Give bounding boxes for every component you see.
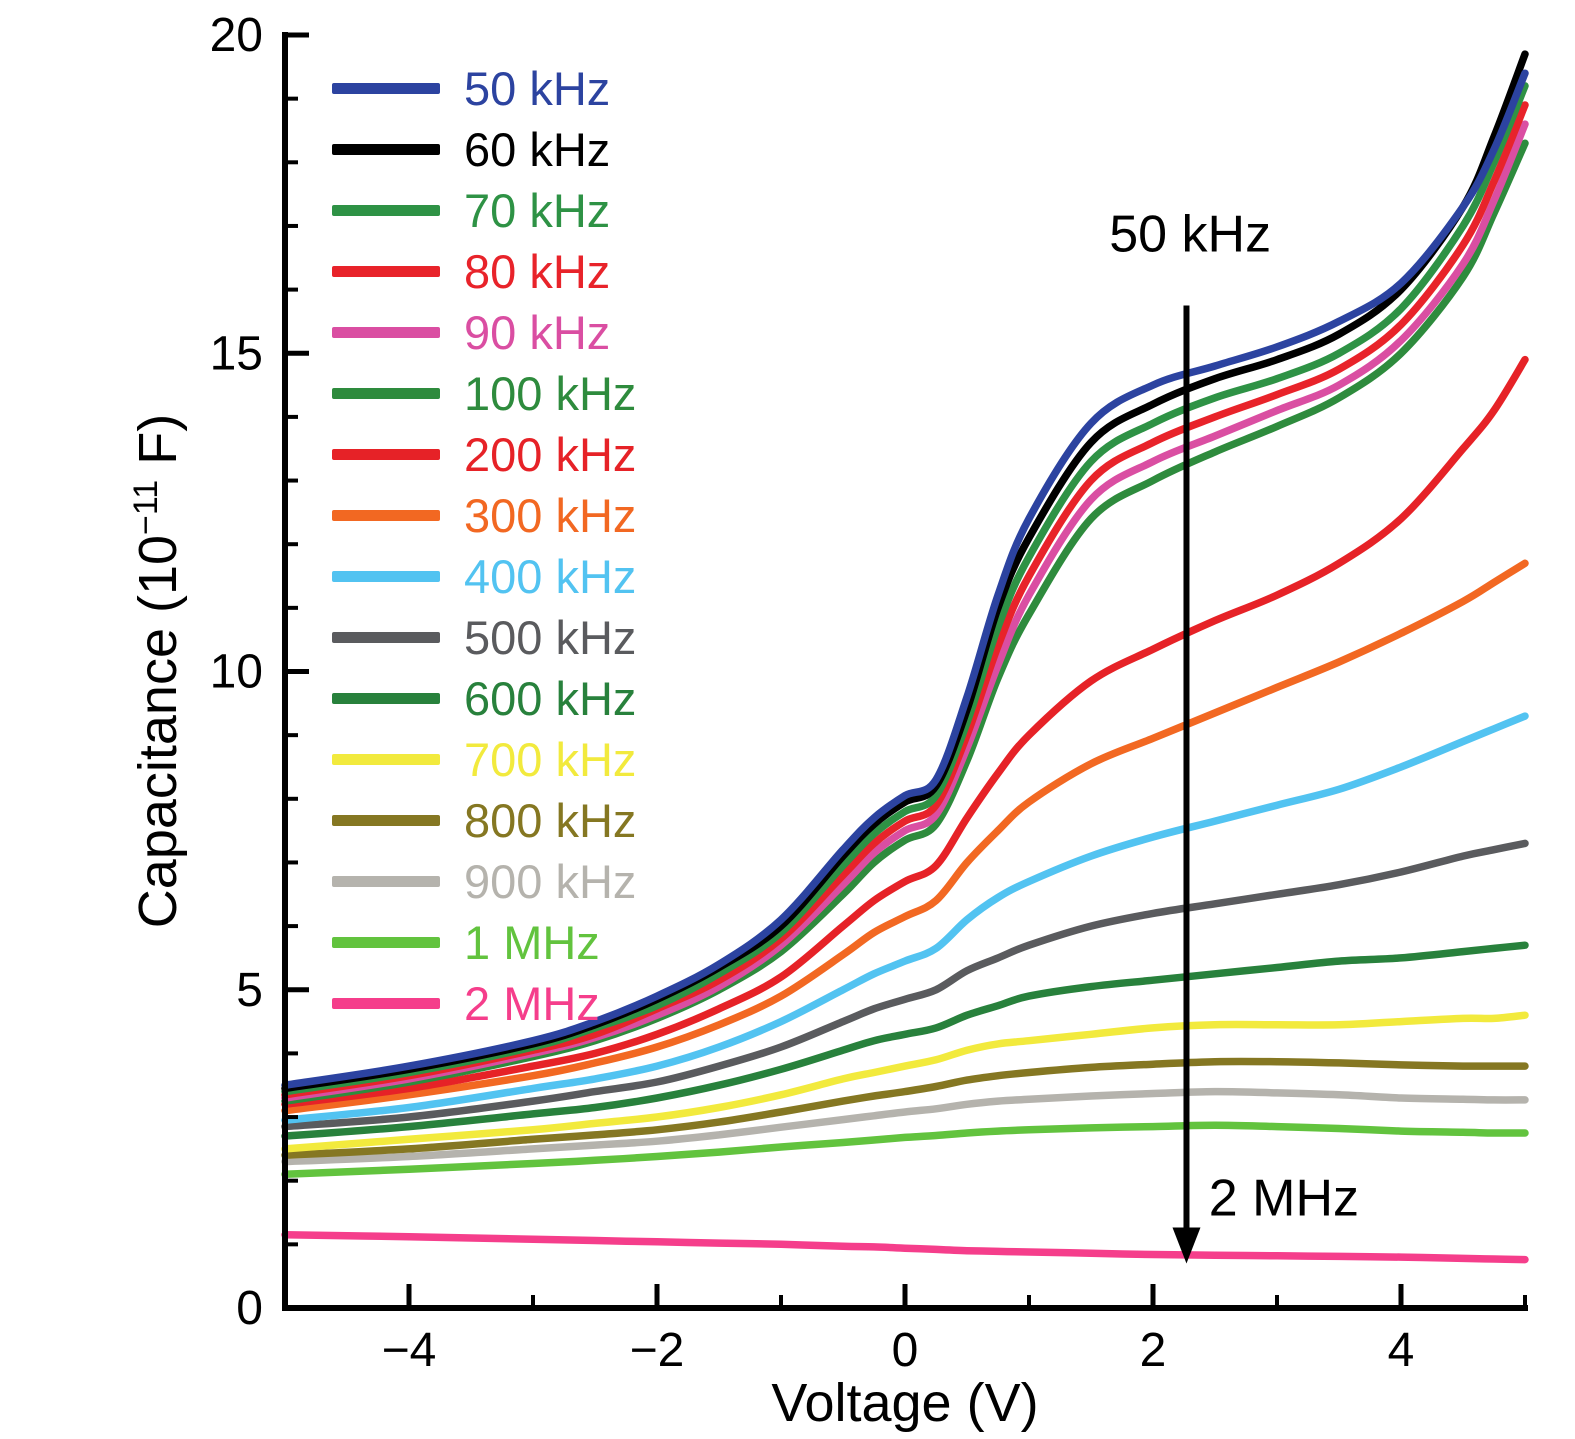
arrowhead-icon bbox=[1172, 1227, 1201, 1264]
chart-legend: 50 kHz 60 kHz 70 kHz 80 kHz 90 kHz 100 kHz 200… bbox=[332, 58, 636, 1034]
y-tick-label: 20 bbox=[210, 9, 263, 62]
y-tick-label: 10 bbox=[210, 646, 263, 699]
legend-label: 800 kHz bbox=[464, 794, 637, 847]
legend-item-900-khz: 900 kHz bbox=[332, 851, 636, 912]
legend-swatch-1-mhz bbox=[332, 937, 440, 948]
series-line-600-khz bbox=[281, 941, 1529, 1140]
annotation-2-mhz: 2 MHz bbox=[1209, 1170, 1359, 1228]
x-tick-label: 2 bbox=[1140, 1324, 1167, 1377]
y-tick-label: 5 bbox=[236, 964, 263, 1017]
series-line-800-khz bbox=[281, 1057, 1529, 1159]
series-line-300-khz bbox=[281, 559, 1529, 1115]
legend-label: 90 kHz bbox=[464, 306, 611, 359]
legend-swatch-2-mhz bbox=[332, 998, 440, 1009]
legend-swatch-500-khz bbox=[332, 632, 440, 643]
legend-item-80-khz: 80 kHz bbox=[332, 241, 636, 302]
legend-label: 900 kHz bbox=[464, 855, 637, 908]
series-line-2-mhz bbox=[281, 1231, 1529, 1264]
y-tick-label: 15 bbox=[210, 327, 263, 380]
legend-swatch-400-khz bbox=[332, 571, 440, 582]
x-tick-label: 0 bbox=[892, 1324, 919, 1377]
series-line-80-khz bbox=[281, 101, 1529, 1099]
legend-swatch-70-khz bbox=[332, 205, 440, 216]
series-line-1-mhz bbox=[281, 1121, 1529, 1179]
legend-item-400-khz: 400 kHz bbox=[332, 546, 636, 607]
y-axis-title-exponent: −11 bbox=[127, 479, 165, 535]
legend-label: 200 kHz bbox=[464, 428, 637, 481]
legend-item-2-mhz: 2 MHz bbox=[332, 973, 636, 1034]
legend-item-700-khz: 700 kHz bbox=[332, 729, 636, 790]
series-line-900-khz bbox=[281, 1087, 1529, 1166]
legend-swatch-900-khz bbox=[332, 876, 440, 887]
x-tick-label: −2 bbox=[630, 1324, 685, 1377]
legend-item-50-khz: 50 kHz bbox=[332, 58, 636, 119]
x-tick-label: −4 bbox=[382, 1324, 437, 1377]
legend-label: 80 kHz bbox=[464, 245, 611, 298]
legend-swatch-700-khz bbox=[332, 754, 440, 765]
series-line-200-khz bbox=[281, 355, 1529, 1109]
legend-item-100-khz: 100 kHz bbox=[332, 363, 636, 424]
legend-item-500-khz: 500 kHz bbox=[332, 607, 636, 668]
series-line-700-khz bbox=[281, 1011, 1529, 1153]
x-axis-title: Voltage (V) bbox=[771, 1373, 1039, 1433]
legend-label: 600 kHz bbox=[464, 672, 637, 725]
legend-label: 50 kHz bbox=[464, 62, 611, 115]
legend-item-90-khz: 90 kHz bbox=[332, 302, 636, 363]
series-line-50-khz bbox=[281, 69, 1529, 1089]
legend-label: 700 kHz bbox=[464, 733, 637, 786]
legend-swatch-100-khz bbox=[332, 388, 440, 399]
series-line-500-khz bbox=[281, 839, 1529, 1131]
legend-label: 100 kHz bbox=[464, 367, 637, 420]
series-line-400-khz bbox=[281, 712, 1529, 1124]
legend-label: 300 kHz bbox=[464, 489, 637, 542]
legend-item-60-khz: 60 kHz bbox=[332, 119, 636, 180]
annotation-50-khz: 50 kHz bbox=[1109, 205, 1271, 263]
legend-label: 60 kHz bbox=[464, 123, 611, 176]
legend-label: 500 kHz bbox=[464, 611, 637, 664]
legend-item-600-khz: 600 kHz bbox=[332, 668, 636, 729]
legend-swatch-800-khz bbox=[332, 815, 440, 826]
y-axis-title-pre: Capacitance (10 bbox=[128, 534, 188, 929]
legend-swatch-50-khz bbox=[332, 83, 440, 94]
legend-label: 2 MHz bbox=[464, 977, 600, 1030]
y-tick-label: 0 bbox=[236, 1282, 263, 1335]
legend-item-200-khz: 200 kHz bbox=[332, 424, 636, 485]
legend-item-1-mhz: 1 MHz bbox=[332, 912, 636, 973]
y-axis-title: Capacitance (10−11 F) bbox=[127, 414, 189, 928]
x-tick-label: 4 bbox=[1388, 1324, 1415, 1377]
legend-swatch-60-khz bbox=[332, 144, 440, 155]
legend-swatch-600-khz bbox=[332, 693, 440, 704]
legend-swatch-200-khz bbox=[332, 449, 440, 460]
legend-label: 400 kHz bbox=[464, 550, 637, 603]
legend-item-300-khz: 300 kHz bbox=[332, 485, 636, 546]
legend-label: 1 MHz bbox=[464, 916, 600, 969]
legend-item-800-khz: 800 kHz bbox=[332, 790, 636, 851]
legend-item-70-khz: 70 kHz bbox=[332, 180, 636, 241]
legend-label: 70 kHz bbox=[464, 184, 611, 237]
legend-swatch-80-khz bbox=[332, 266, 440, 277]
legend-swatch-300-khz bbox=[332, 510, 440, 521]
legend-swatch-90-khz bbox=[332, 327, 440, 338]
y-axis-title-post: F) bbox=[128, 413, 188, 480]
